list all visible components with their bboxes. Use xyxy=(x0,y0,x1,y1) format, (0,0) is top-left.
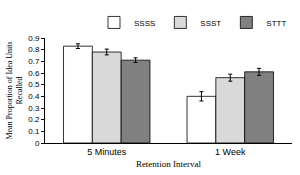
svg-text:5 Minutes: 5 Minutes xyxy=(87,147,127,157)
svg-text:0.5: 0.5 xyxy=(28,80,40,89)
svg-text:Retention Interval: Retention Interval xyxy=(136,159,202,169)
svg-text:0.8: 0.8 xyxy=(28,45,40,54)
svg-text:0: 0 xyxy=(35,139,40,148)
svg-text:SSST: SSST xyxy=(200,19,221,28)
svg-text:0.2: 0.2 xyxy=(28,115,40,124)
svg-text:0.9: 0.9 xyxy=(28,34,40,43)
svg-text:0.1: 0.1 xyxy=(28,127,40,136)
svg-text:Mean Proportion of Idea UnitsR: Mean Proportion of Idea UnitsRecalled xyxy=(5,41,24,139)
svg-text:1 Week: 1 Week xyxy=(215,147,246,157)
svg-text:0.3: 0.3 xyxy=(28,104,40,113)
svg-text:SSSS: SSSS xyxy=(134,19,155,28)
svg-text:0.6: 0.6 xyxy=(28,69,40,78)
svg-text:0.4: 0.4 xyxy=(28,92,40,101)
svg-text:0.7: 0.7 xyxy=(28,57,40,66)
svg-text:STTT: STTT xyxy=(266,19,286,28)
